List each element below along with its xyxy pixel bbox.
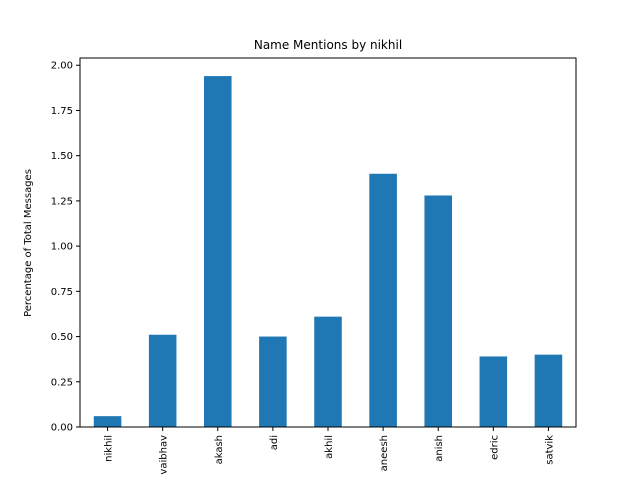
x-tick-label: vaibhav — [159, 435, 170, 475]
x-axis-ticks: nikhil vaibhav akash adi akhil aneesh anish edr… — [104, 427, 555, 475]
chart-title: Name Mentions by nikhil — [254, 38, 402, 52]
bar-akhil — [314, 316, 342, 427]
x-tick-label: edric — [489, 435, 500, 460]
bar-vaibhav — [148, 334, 177, 427]
y-tick-label: 1.50 — [51, 151, 73, 162]
y-axis-ticks: 0.00 0.25 0.50 0.75 1.00 1.25 1.50 1.75 2.00 — [51, 61, 80, 434]
bar-aneesh — [369, 173, 397, 427]
x-tick-label: akhil — [324, 435, 335, 459]
bar-anish — [424, 195, 452, 427]
bar-edric — [479, 356, 508, 427]
y-tick-label: 0.50 — [51, 332, 73, 343]
x-tick-label: nikhil — [104, 435, 115, 462]
y-tick-label: 1.25 — [51, 196, 73, 207]
bars-group — [93, 76, 563, 428]
y-axis-label: Percentage of Total Messages — [23, 169, 34, 317]
x-tick-label: satvik — [544, 435, 555, 465]
x-tick-label: adi — [269, 435, 280, 450]
y-tick-label: 1.75 — [51, 106, 73, 117]
bar-akash — [204, 76, 232, 428]
y-tick-label: 0.75 — [51, 287, 73, 298]
x-tick-label: akash — [214, 435, 225, 464]
plot-frame — [79, 57, 577, 428]
bar-nikhil — [93, 416, 122, 427]
x-tick-label: aneesh — [379, 435, 390, 471]
y-tick-label: 0.25 — [51, 377, 73, 388]
bar-adi — [259, 336, 287, 427]
x-tick-label: anish — [434, 435, 445, 462]
y-tick-label: 0.00 — [51, 423, 73, 434]
y-tick-label: 2.00 — [51, 61, 73, 72]
y-tick-label: 1.00 — [51, 242, 73, 253]
bar-satvik — [534, 354, 563, 427]
